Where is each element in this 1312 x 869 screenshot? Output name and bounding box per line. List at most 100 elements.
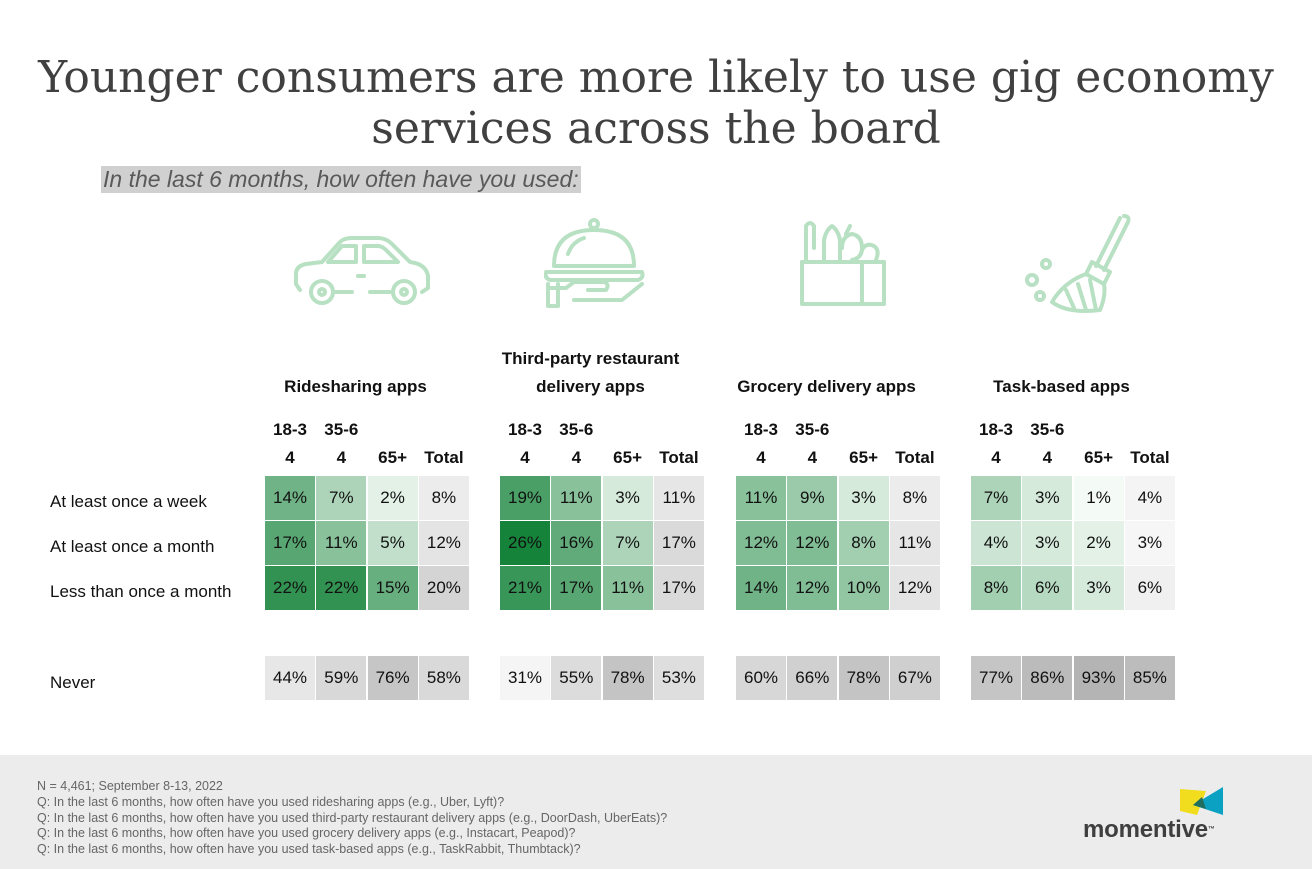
column-header-line-2: 4: [520, 448, 530, 467]
column-header-line-1: [419, 416, 469, 444]
table-cell: 5%: [367, 521, 418, 565]
column-header: 18-3 4: [265, 416, 315, 472]
service-title-line-1: [709, 345, 944, 373]
column-header: 65+: [603, 416, 653, 472]
row-label: At least once a week: [50, 492, 207, 511]
column-header: 18-3 4: [500, 416, 550, 472]
column-header-line-1: 35-6: [795, 420, 830, 439]
table-cell: 17%: [551, 566, 602, 610]
column-header-line-2: Total: [1130, 448, 1170, 467]
table-cell: 11%: [736, 476, 786, 520]
table-cell: 21%: [500, 566, 550, 610]
table-cell: 17%: [653, 566, 704, 610]
table-cell: 3%: [1022, 476, 1073, 520]
service-title: Ridesharing apps: [238, 345, 473, 401]
column-header-line-2: 65+: [378, 448, 408, 467]
footnote-question-task: Q: In the last 6 months, how often have …: [37, 842, 581, 857]
table-cell: 78%: [602, 656, 653, 700]
column-header-line-2: Total: [659, 448, 699, 467]
column-header-line-2: 4: [336, 448, 347, 467]
service-title-line-1: [944, 345, 1179, 373]
column-header-line-2: 65+: [1084, 448, 1114, 467]
table-cell: 12%: [889, 566, 940, 610]
column-header-line-2: 4: [807, 448, 818, 467]
table-cell: 7%: [602, 521, 653, 565]
table-cell: 11%: [653, 476, 704, 520]
table-cell: 7%: [971, 476, 1021, 520]
table-cell: 3%: [602, 476, 653, 520]
footnote-sample: N = 4,461; September 8-13, 2022: [37, 779, 223, 793]
table-cell: 67%: [889, 656, 940, 700]
table-cell: 55%: [551, 656, 602, 700]
column-header: 35-6 4: [1022, 416, 1072, 472]
column-header: 18-3 4: [971, 416, 1021, 472]
table-cell: 22%: [265, 566, 315, 610]
column-header-line-2: Total: [895, 448, 935, 467]
table-cell: 12%: [418, 521, 469, 565]
service-title: Task-based apps: [944, 345, 1179, 401]
table-cell: 20%: [418, 566, 469, 610]
question-subtitle: In the last 6 months, how often have you…: [101, 166, 581, 193]
column-header-line-2: 4: [285, 448, 295, 467]
column-header-line-1: 18-3: [272, 420, 308, 439]
title-line-1: Younger consumers are more likely to use…: [38, 52, 1274, 103]
logo-wordmark: momentive™: [1083, 816, 1215, 843]
table-cell: 2%: [367, 476, 418, 520]
column-header: 65+: [1074, 416, 1124, 472]
table-cell: 15%: [367, 566, 418, 610]
table-cell: 31%: [500, 656, 550, 700]
column-header-line-2: 65+: [613, 448, 643, 467]
table-cell: 77%: [971, 656, 1021, 700]
table-cell: 6%: [1022, 566, 1073, 610]
table-cell: 22%: [316, 566, 367, 610]
row-label: At least once a month: [50, 537, 215, 556]
car-icon: [292, 232, 432, 307]
table-cell: 85%: [1124, 656, 1175, 700]
table-cell: 26%: [500, 521, 550, 565]
table-cell: 8%: [889, 476, 940, 520]
column-header: Total: [654, 416, 704, 472]
service-title-line-2: Grocery delivery apps: [737, 377, 916, 396]
service-title-line-2: Task-based apps: [993, 377, 1130, 396]
column-header-line-1: 35-6: [559, 420, 594, 439]
column-header: 18-3 4: [736, 416, 786, 472]
table-cell: 9%: [787, 476, 838, 520]
service-title: Third-party restaurant delivery apps: [473, 345, 708, 401]
table-cell: 12%: [787, 521, 838, 565]
table-cell: 12%: [787, 566, 838, 610]
column-header-line-1: [603, 416, 653, 444]
column-header-line-2: Total: [424, 448, 464, 467]
column-header: 35-6 4: [787, 416, 837, 472]
table-cell: 16%: [551, 521, 602, 565]
table-cell: 3%: [1124, 521, 1175, 565]
table-cell: 93%: [1073, 656, 1124, 700]
table-cell: 7%: [316, 476, 367, 520]
column-header: Total: [419, 416, 469, 472]
column-header-line-1: 18-3: [507, 420, 543, 439]
service-title-line-1: Third-party restaurant: [501, 349, 680, 368]
broom-icon: [1024, 212, 1134, 316]
title-line-2: services across the board: [371, 103, 941, 154]
table-cell: 6%: [1124, 566, 1175, 610]
column-header-line-1: [1074, 416, 1124, 444]
table-cell: 11%: [316, 521, 367, 565]
column-header: Total: [1125, 416, 1175, 472]
table-cell: 14%: [736, 566, 786, 610]
table-cell: 12%: [736, 521, 786, 565]
column-header-line-1: [654, 416, 704, 444]
column-header: 35-6 4: [316, 416, 366, 472]
column-header-line-2: 4: [756, 448, 766, 467]
column-header-line-1: 35-6: [324, 420, 359, 439]
food-cloche-icon: [544, 218, 648, 310]
column-header-line-1: [890, 416, 940, 444]
column-header-line-1: 18-3: [978, 420, 1014, 439]
table-cell: 3%: [1073, 566, 1124, 610]
column-header-line-2: 4: [991, 448, 1001, 467]
row-label: Less than once a month: [50, 582, 232, 601]
footer: N = 4,461; September 8-13, 2022 Q: In th…: [0, 755, 1312, 869]
table-cell: 14%: [265, 476, 315, 520]
table-cell: 58%: [418, 656, 469, 700]
grocery-bag-icon: [800, 218, 886, 308]
table-cell: 59%: [316, 656, 367, 700]
page-title: Younger consumers are more likely to use…: [0, 52, 1312, 154]
